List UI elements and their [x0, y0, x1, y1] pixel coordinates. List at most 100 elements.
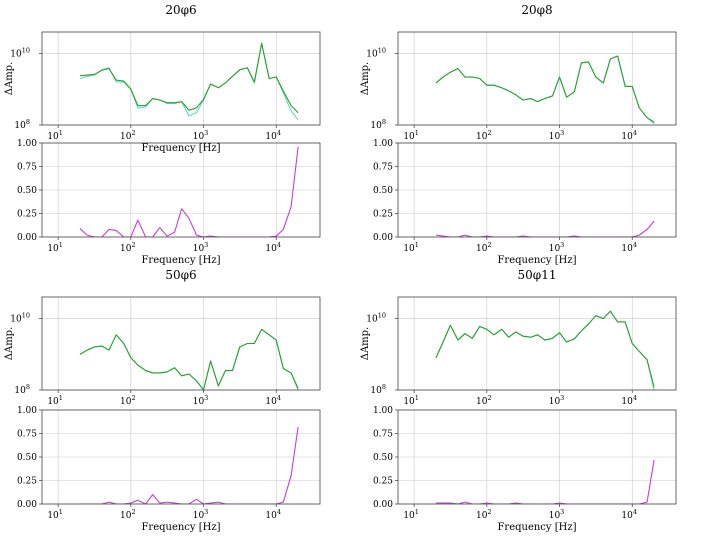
y-tick-label: 1.00 — [373, 139, 393, 149]
x-tick-label: 101 — [403, 241, 419, 254]
chart-panel-5: 101 102 103 104 108 1010 50φ6 ΔAmp. — [4, 268, 321, 407]
chart-title: 50φ6 — [165, 268, 196, 282]
y-tick-label: 0.50 — [373, 186, 393, 196]
series-line-2 — [79, 328, 299, 390]
y-tick-label: 0.00 — [373, 233, 393, 243]
series-line-1 — [436, 459, 655, 504]
series-line-1 — [435, 55, 655, 124]
y-tick-label: 0.50 — [373, 453, 393, 463]
y-axis-label: ΔAmp. — [4, 62, 15, 96]
y-tick-label: 1010 — [10, 312, 30, 325]
x-tick-label: 103 — [193, 241, 209, 254]
series-line-1 — [79, 146, 299, 237]
x-tick-label: 104 — [265, 508, 281, 521]
x-tick-label: 103 — [193, 129, 209, 142]
x-tick-label: 101 — [47, 129, 63, 142]
series-line-1 — [435, 310, 655, 390]
plot-frame — [41, 31, 321, 126]
x-tick-label: 104 — [265, 129, 281, 142]
x-tick-label: 101 — [47, 394, 63, 407]
chart-panel-7: 101 102 103 104 108 1010 50φ11 ΔAmp. — [360, 268, 677, 407]
y-tick-label: 1.00 — [373, 406, 393, 416]
x-axis-label: Frequency [Hz] — [141, 255, 220, 266]
series-line-1 — [79, 328, 299, 390]
chart-title: 50φ11 — [518, 268, 557, 282]
y-tick-label: 0.75 — [373, 163, 393, 173]
y-tick-label: 108 — [14, 118, 30, 131]
x-tick-label: 103 — [549, 394, 565, 407]
x-tick-label: 102 — [120, 394, 136, 407]
x-tick-label: 104 — [621, 508, 637, 521]
x-tick-label: 102 — [120, 129, 136, 142]
y-tick-label: 108 — [370, 118, 386, 131]
chart-panel-1: 101 102 103 104 108 1010 20φ6 ΔAmp. Frequency [H… — [4, 3, 321, 154]
y-tick-label: 0.75 — [17, 163, 37, 173]
x-tick-label: 103 — [549, 129, 565, 142]
y-tick-label: 0.25 — [17, 210, 37, 220]
y-tick-label: 1.00 — [17, 139, 37, 149]
y-tick-label: 108 — [370, 383, 386, 396]
plot-frame — [397, 296, 677, 391]
y-axis-label: ΔAmp. — [360, 62, 371, 96]
chart-panel-6: 101 102 103 104 0.00 0.25 0.50 0.75 1.00 Frequenc… — [17, 406, 321, 533]
plot-frame — [41, 296, 321, 391]
series-line-1 — [80, 426, 299, 504]
y-tick-label: 1010 — [366, 312, 386, 325]
plot-frame — [397, 31, 677, 126]
y-tick-label: 1010 — [10, 47, 30, 60]
y-axis-label: ΔAmp. — [4, 327, 15, 361]
chart-panel-3: 101 102 103 104 108 1010 20φ8 ΔAmp. — [360, 3, 677, 142]
series-line-2 — [79, 43, 299, 114]
plot-frame — [397, 142, 677, 238]
y-tick-label: 0.25 — [17, 477, 37, 487]
y-tick-label: 0.00 — [373, 500, 393, 510]
x-axis-label: Frequency [Hz] — [497, 522, 576, 532]
y-tick-label: 0.00 — [17, 500, 37, 510]
plot-frame — [397, 409, 677, 505]
y-tick-label: 0.25 — [373, 210, 393, 220]
series-line-1 — [435, 220, 655, 237]
chart-title: 20φ8 — [521, 3, 552, 17]
x-tick-label: 101 — [47, 508, 63, 521]
x-tick-label: 102 — [476, 129, 492, 142]
chart-panel-2: 101 102 103 104 0.00 0.25 0.50 0.75 1.00 Frequenc… — [17, 139, 321, 266]
x-tick-label: 103 — [193, 394, 209, 407]
x-tick-label: 103 — [549, 241, 565, 254]
x-axis-label: Frequency [Hz] — [497, 255, 576, 266]
x-tick-label: 102 — [120, 241, 136, 254]
y-tick-label: 1010 — [366, 47, 386, 60]
y-tick-label: 1.00 — [17, 406, 37, 416]
x-tick-label: 103 — [193, 508, 209, 521]
x-axis-label: Frequency [Hz] — [141, 522, 220, 532]
x-tick-label: 101 — [403, 508, 419, 521]
x-tick-label: 102 — [476, 508, 492, 521]
y-tick-label: 0.75 — [17, 430, 37, 440]
x-tick-label: 102 — [120, 508, 136, 521]
plot-frame — [41, 409, 321, 505]
series-line-1 — [79, 42, 299, 121]
chart-panel-4: 101 102 103 104 0.00 0.25 0.50 0.75 1.00 Frequenc… — [373, 139, 677, 266]
chart-panel-8: 101 102 103 104 0.00 0.25 0.50 0.75 1.00 Frequenc… — [373, 406, 677, 533]
series-line-2 — [435, 55, 655, 123]
x-tick-label: 104 — [265, 241, 281, 254]
x-tick-label: 104 — [265, 394, 281, 407]
x-tick-label: 101 — [403, 129, 419, 142]
x-tick-label: 102 — [476, 394, 492, 407]
x-tick-label: 103 — [549, 508, 565, 521]
y-tick-label: 0.25 — [373, 477, 393, 487]
y-axis-label: ΔAmp. — [360, 327, 371, 361]
y-tick-label: 0.50 — [17, 453, 37, 463]
x-tick-label: 101 — [47, 241, 63, 254]
series-line-2 — [435, 310, 655, 388]
x-tick-label: 101 — [403, 394, 419, 407]
x-tick-label: 104 — [621, 394, 637, 407]
y-tick-label: 0.50 — [17, 186, 37, 196]
x-tick-label: 104 — [621, 241, 637, 254]
y-tick-label: 0.00 — [17, 233, 37, 243]
x-axis-label: Frequency [Hz] — [141, 143, 220, 154]
chart-title: 20φ6 — [165, 3, 196, 17]
y-tick-label: 0.75 — [373, 430, 393, 440]
x-tick-label: 104 — [621, 129, 637, 142]
